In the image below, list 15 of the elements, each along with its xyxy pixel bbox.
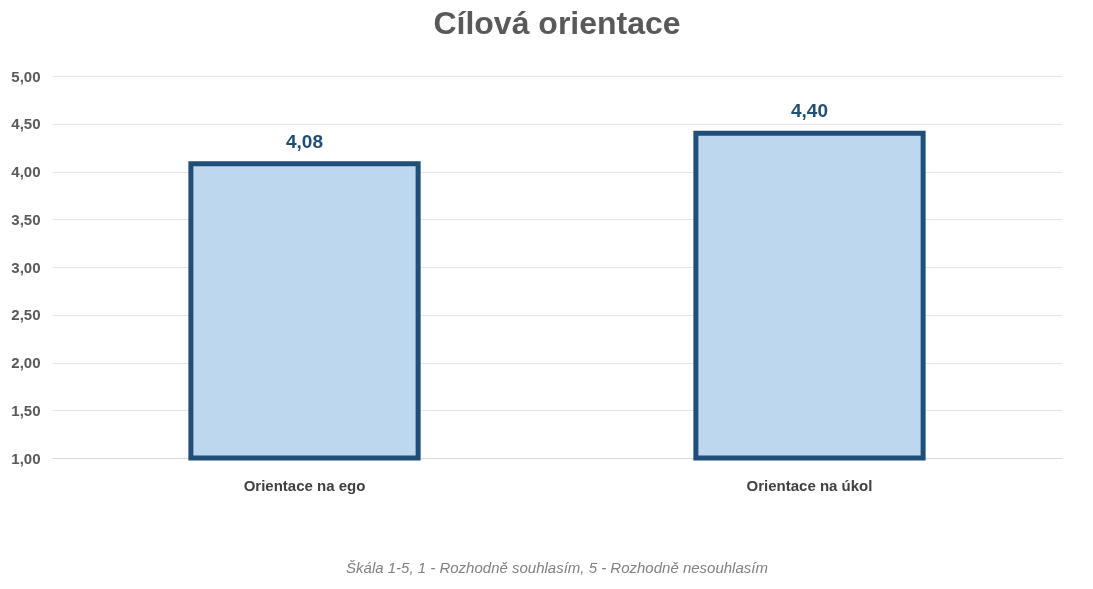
- y-tick-label: 1,50: [11, 401, 41, 419]
- y-tick-label: 4,50: [11, 115, 41, 133]
- y-tick-label: 2,50: [11, 306, 41, 324]
- y-tick-label: 4,00: [11, 163, 41, 180]
- x-tick-label: Orientace na úkol: [746, 476, 873, 494]
- text: Škála 1-5, 1 - Rozhodně souhlasím, 5 - Rozhodně nesouhlasím: [346, 559, 768, 576]
- y-tick-label: 5,00: [11, 67, 41, 85]
- y-tick-label: 1,00: [11, 449, 41, 467]
- y-tick-label: 3,00: [11, 258, 41, 276]
- x-tick-label: Orientace na ego: [243, 476, 366, 494]
- chart-title: Cílová orientace: [433, 5, 681, 41]
- data-label: 4,40: [791, 100, 828, 122]
- y-tick-label: 3,50: [11, 210, 41, 228]
- y-tick-label: 2,00: [11, 354, 41, 371]
- data-label: 4,08: [286, 130, 323, 152]
